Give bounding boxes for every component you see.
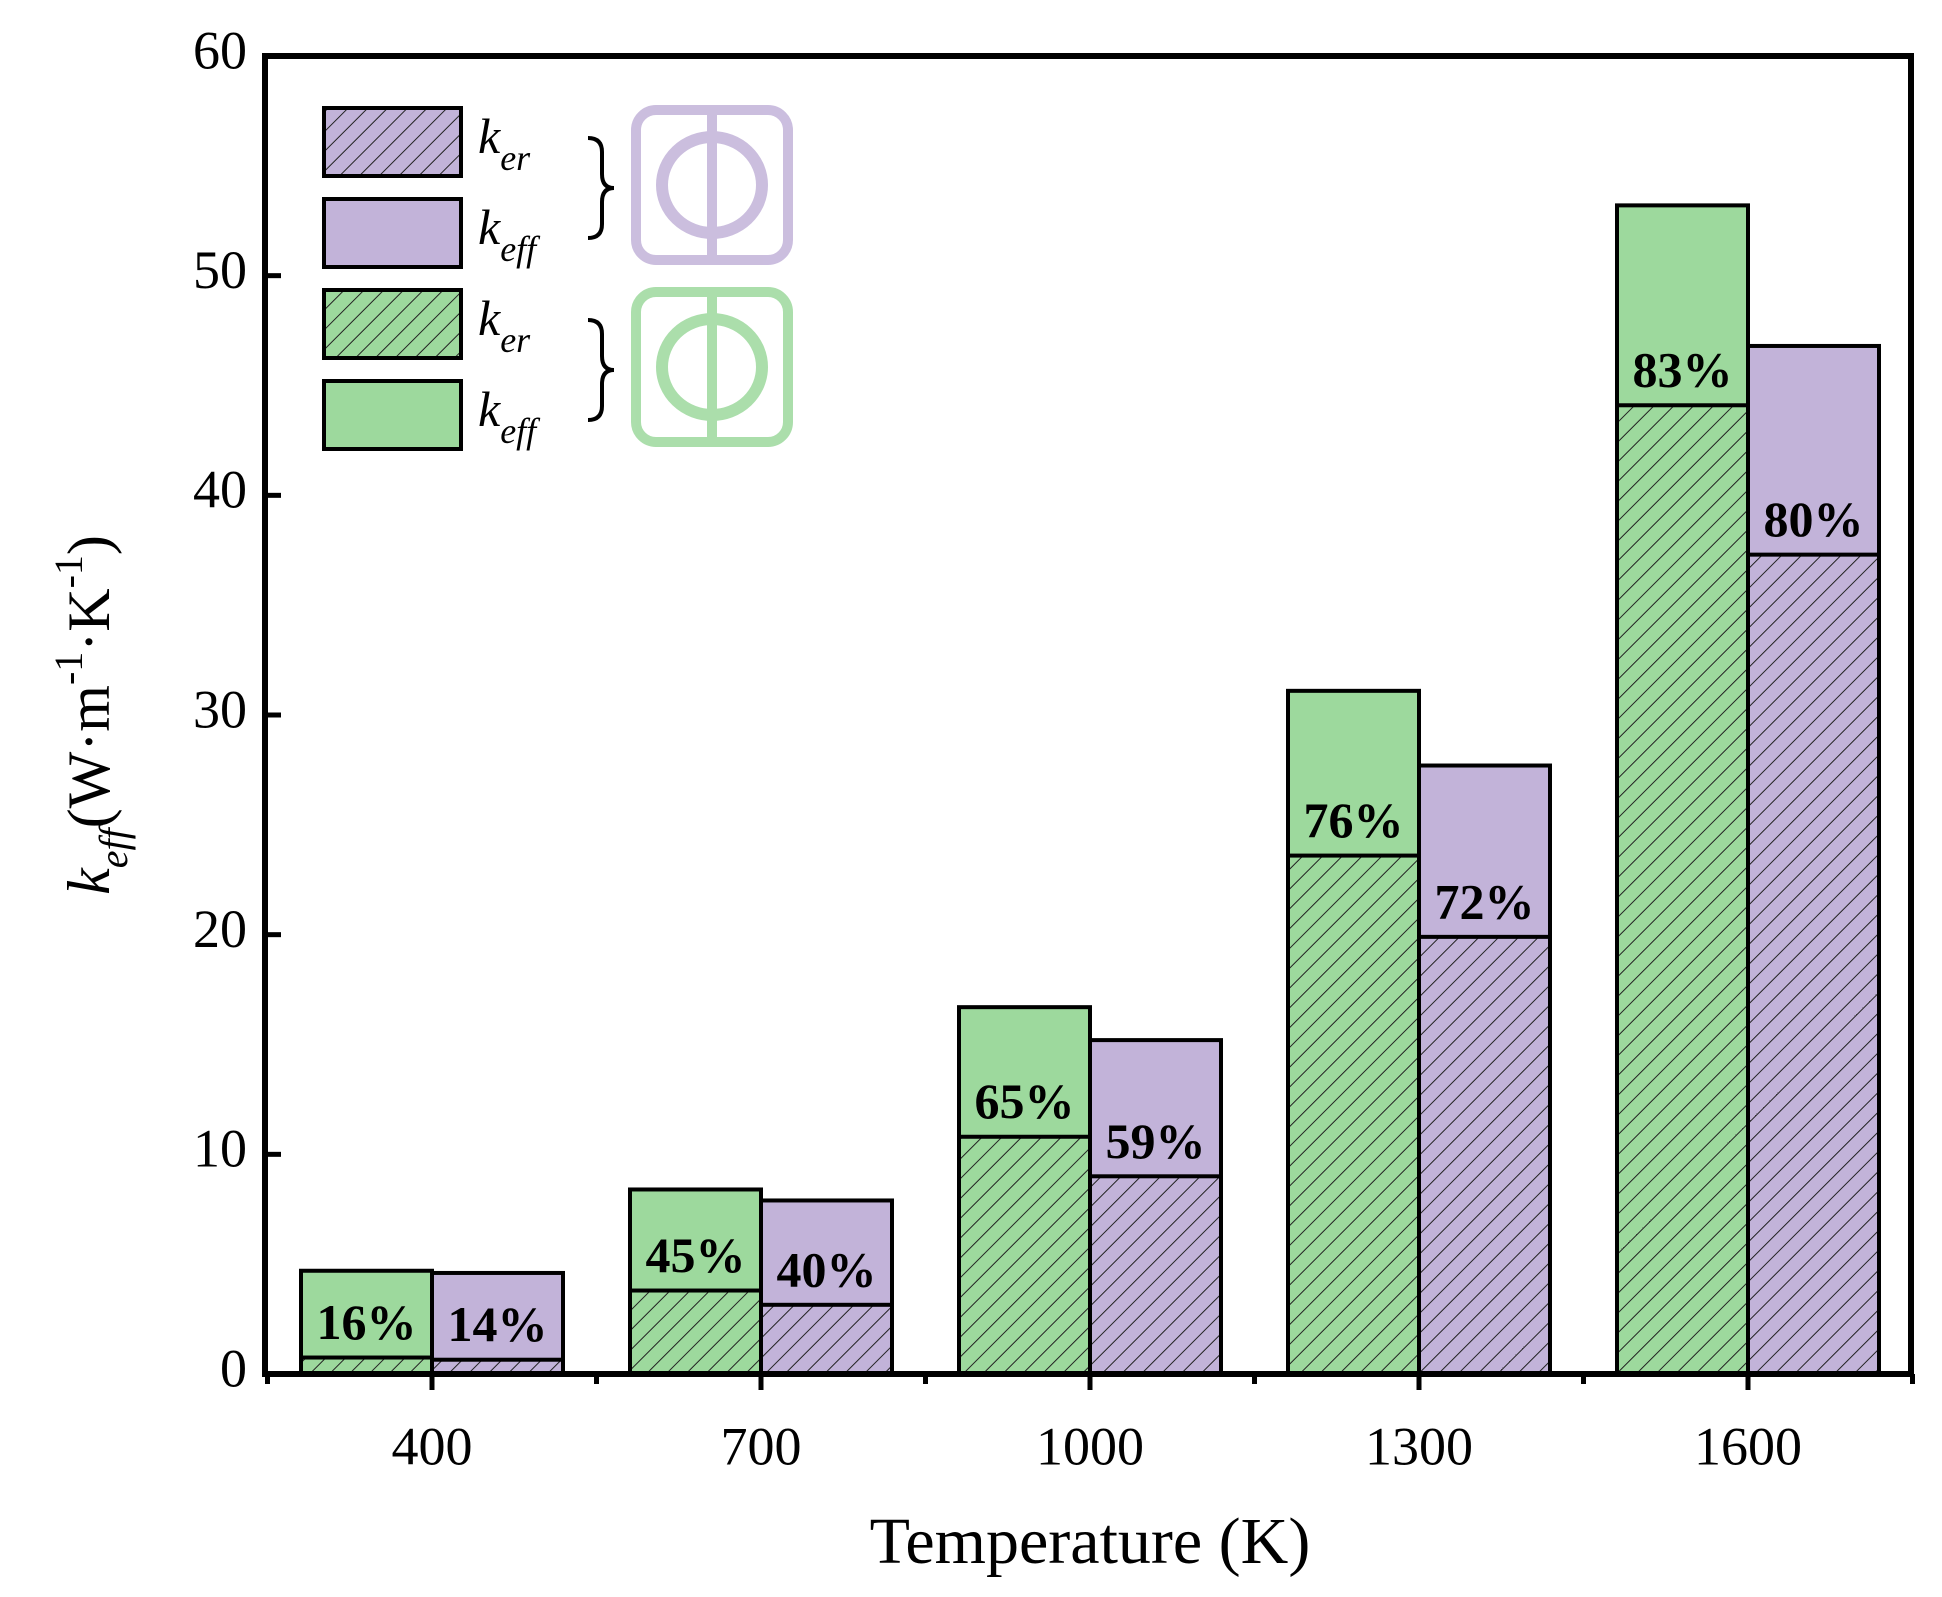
y-tick-label: 0 [220,1338,247,1398]
legend-swatch [322,197,463,269]
bar-part-hatch [1088,1174,1223,1377]
y-label-part: ·K [56,588,122,651]
percent-label: 40% [777,1241,877,1297]
percent-label: 14% [448,1296,548,1352]
x-tick-label: 1000 [1036,1416,1144,1476]
legend-sub: er [500,138,531,178]
bar-part-hatch [1746,552,1881,1376]
bar-part-hatch [759,1302,894,1377]
x-tick-label: 400 [392,1416,473,1476]
percent-label: 16% [317,1294,417,1350]
legend-brace [587,318,615,422]
bar-part-hatch [628,1288,763,1376]
legend-swatch [322,379,463,451]
structure-icon [631,287,793,447]
y-label-part: ) [56,535,122,555]
y-label-part: -1 [46,652,91,685]
bar-part-hatch [1417,934,1552,1376]
y-tick-label: 10 [193,1119,247,1179]
y-tick-label: 60 [193,20,247,80]
legend-sub: eff [500,229,541,269]
bar-part-hatch [957,1134,1092,1377]
y-label-part: eff [91,823,136,868]
legend-label: keff [478,199,541,269]
legend-swatch-hatch [322,288,463,360]
x-tick-label: 700 [721,1416,802,1476]
plot-frame [262,53,1914,1377]
bar-part-hatch [1286,853,1421,1376]
percent-label: 59% [1106,1113,1206,1169]
x-axis-label: Temperature (K) [870,1505,1311,1578]
x-tick-label: 1300 [1365,1416,1473,1476]
y-axis-label: keff(W·m-1·K-1) [46,535,136,895]
legend-name: k [478,381,501,437]
percent-label: 72% [1435,873,1535,929]
legend-swatch-hatch [322,106,463,178]
percent-label: 65% [975,1073,1075,1129]
legend-label: ker [478,290,531,360]
structure-icon [631,105,793,265]
percent-label: 76% [1304,792,1404,848]
legend-name: k [478,290,501,346]
legend-sub: eff [500,411,541,451]
percent-label: 83% [1633,342,1733,398]
percent-label: 45% [646,1227,746,1283]
legend-label: keff [478,381,541,451]
y-tick-label: 30 [193,679,247,739]
bar-part-hatch [1615,403,1750,1376]
y-label-part: k [56,867,122,895]
y-tick-label: 50 [193,240,247,300]
legend-brace [587,136,615,240]
x-tick-label: 1600 [1694,1416,1802,1476]
percent-label: 80% [1764,491,1864,547]
legend-label: ker [478,108,531,178]
legend-name: k [478,199,501,255]
y-label-part: -1 [46,555,91,588]
y-label-part: (W·m [56,685,122,828]
legend-sub: er [500,320,531,360]
y-tick-label: 40 [193,460,247,520]
y-tick-label: 20 [193,899,247,959]
legend-name: k [478,108,501,164]
